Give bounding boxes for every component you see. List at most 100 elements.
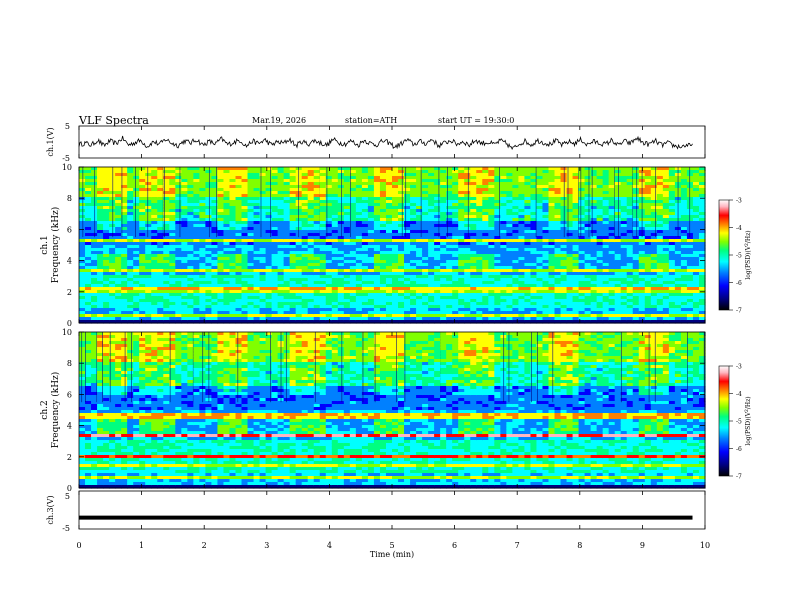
spectrogram-cell [422, 290, 429, 294]
spectrogram-cell [590, 200, 598, 204]
spectrogram-cell [97, 284, 104, 288]
spectrogram-cell [446, 293, 453, 297]
spectrogram-cell [343, 230, 351, 234]
spectrogram-cell [187, 284, 194, 288]
spectrogram-cell [548, 257, 556, 261]
spectrogram-cell [205, 239, 213, 243]
spectrogram-cell [379, 212, 387, 216]
spectrogram-cell [626, 239, 634, 243]
spectrogram-cell [410, 224, 417, 228]
spectrogram-cell [458, 260, 465, 264]
spectrogram-cell [614, 224, 622, 228]
spectrogram-cell [295, 278, 303, 282]
spectrogram-cell [265, 239, 273, 243]
spectrogram-cell [608, 212, 616, 216]
spectrogram-cell [199, 320, 206, 324]
spectrogram-cell [590, 203, 598, 207]
spectrogram-cell [277, 218, 285, 222]
spectrogram-cell [566, 191, 574, 195]
spectrogram-cell [385, 197, 393, 201]
spectrogram-cell [422, 263, 429, 267]
spectrogram-cell [355, 176, 363, 180]
spectrogram-cell [530, 209, 538, 213]
spectrogram-cell [253, 275, 261, 279]
figure-title: VLF Spectra [78, 114, 149, 127]
spectrogram-cell [530, 221, 538, 225]
spectrogram-cell [385, 242, 393, 246]
spectrogram-cell [241, 248, 249, 252]
spectrogram-cell [313, 317, 321, 321]
spectrogram-cell [632, 314, 640, 318]
spectrogram-cell [97, 191, 104, 195]
spectrogram-cell [428, 218, 435, 222]
spectrogram-cell [163, 167, 170, 171]
spectrogram-cell [289, 206, 297, 210]
spectrogram-cell [530, 224, 538, 228]
spectrogram-cell [572, 203, 580, 207]
spectrogram-cell [530, 203, 538, 207]
spectrogram-cell [614, 245, 622, 249]
spectrogram-cell [512, 311, 519, 315]
spectrogram-cell [392, 293, 399, 297]
spectrogram-cell [277, 209, 285, 213]
spectrogram-cell [211, 308, 219, 312]
spectrogram-cell [398, 275, 405, 279]
spectrogram-cell [325, 269, 333, 273]
spectrogram-cell [482, 260, 489, 264]
spectrogram-cell [343, 296, 351, 300]
spectrogram-cell [626, 212, 634, 216]
spectrogram-cell [572, 197, 580, 201]
spectrogram-cell [175, 224, 182, 228]
spectrogram-cell [343, 212, 351, 216]
spectrogram-cell [277, 302, 285, 306]
spectrogram-cell [205, 281, 213, 285]
spectrogram-cell [337, 245, 345, 249]
spectrogram-cell [500, 257, 507, 261]
spectrogram-cell [247, 254, 255, 258]
spectrogram-cell [253, 284, 261, 288]
spectrogram-cell [512, 188, 519, 192]
spectrogram-cell [277, 179, 285, 183]
spectrogram-cell [337, 233, 345, 237]
spectrogram-cell [626, 266, 634, 270]
spectrogram-cell [470, 311, 477, 315]
spectrogram-cell [319, 215, 327, 219]
spectrogram-cell [446, 173, 453, 177]
spectrogram-cell [434, 233, 441, 237]
spectrogram-cell [494, 203, 501, 207]
spectrogram-cell [608, 221, 616, 225]
spectrogram-cell [632, 269, 640, 273]
spectrogram-cell [584, 311, 592, 315]
spectrogram-cell [422, 179, 429, 183]
spectrogram-cell [373, 305, 381, 309]
spectrogram-cell [217, 314, 225, 318]
spectrogram-cell [301, 197, 309, 201]
spectrogram-cell [331, 194, 339, 198]
spectrogram-cell [584, 272, 592, 276]
spectrogram-cell [542, 296, 550, 300]
spectrogram-cell [518, 314, 526, 318]
spectrogram-cell [536, 188, 544, 192]
spectrogram-cell [416, 308, 423, 312]
spectrogram-cell [416, 197, 423, 201]
spectrogram-cell [530, 215, 538, 219]
spectrogram-cell [410, 302, 417, 306]
spectrogram-cell [205, 194, 213, 198]
spectrogram-cell [121, 320, 128, 324]
spectrogram-cell [151, 260, 158, 264]
spectrogram-cell [223, 269, 231, 273]
spectrogram-cell [494, 230, 501, 234]
spectrogram-cell [500, 167, 507, 171]
spectrogram-cell [199, 236, 206, 240]
spectrogram-cell [416, 200, 423, 204]
spectrogram-cell [488, 167, 495, 171]
spectrogram-cell [247, 239, 255, 243]
spectrogram-cell [139, 221, 146, 225]
spectrogram-cell [193, 287, 200, 291]
spectrogram-cell [620, 254, 628, 258]
spectrogram-cell [361, 227, 369, 231]
spectrogram-cell [494, 263, 501, 267]
spectrogram-cell [307, 182, 315, 186]
spectrogram-cell [398, 266, 405, 270]
spectrogram-cell [572, 272, 580, 276]
